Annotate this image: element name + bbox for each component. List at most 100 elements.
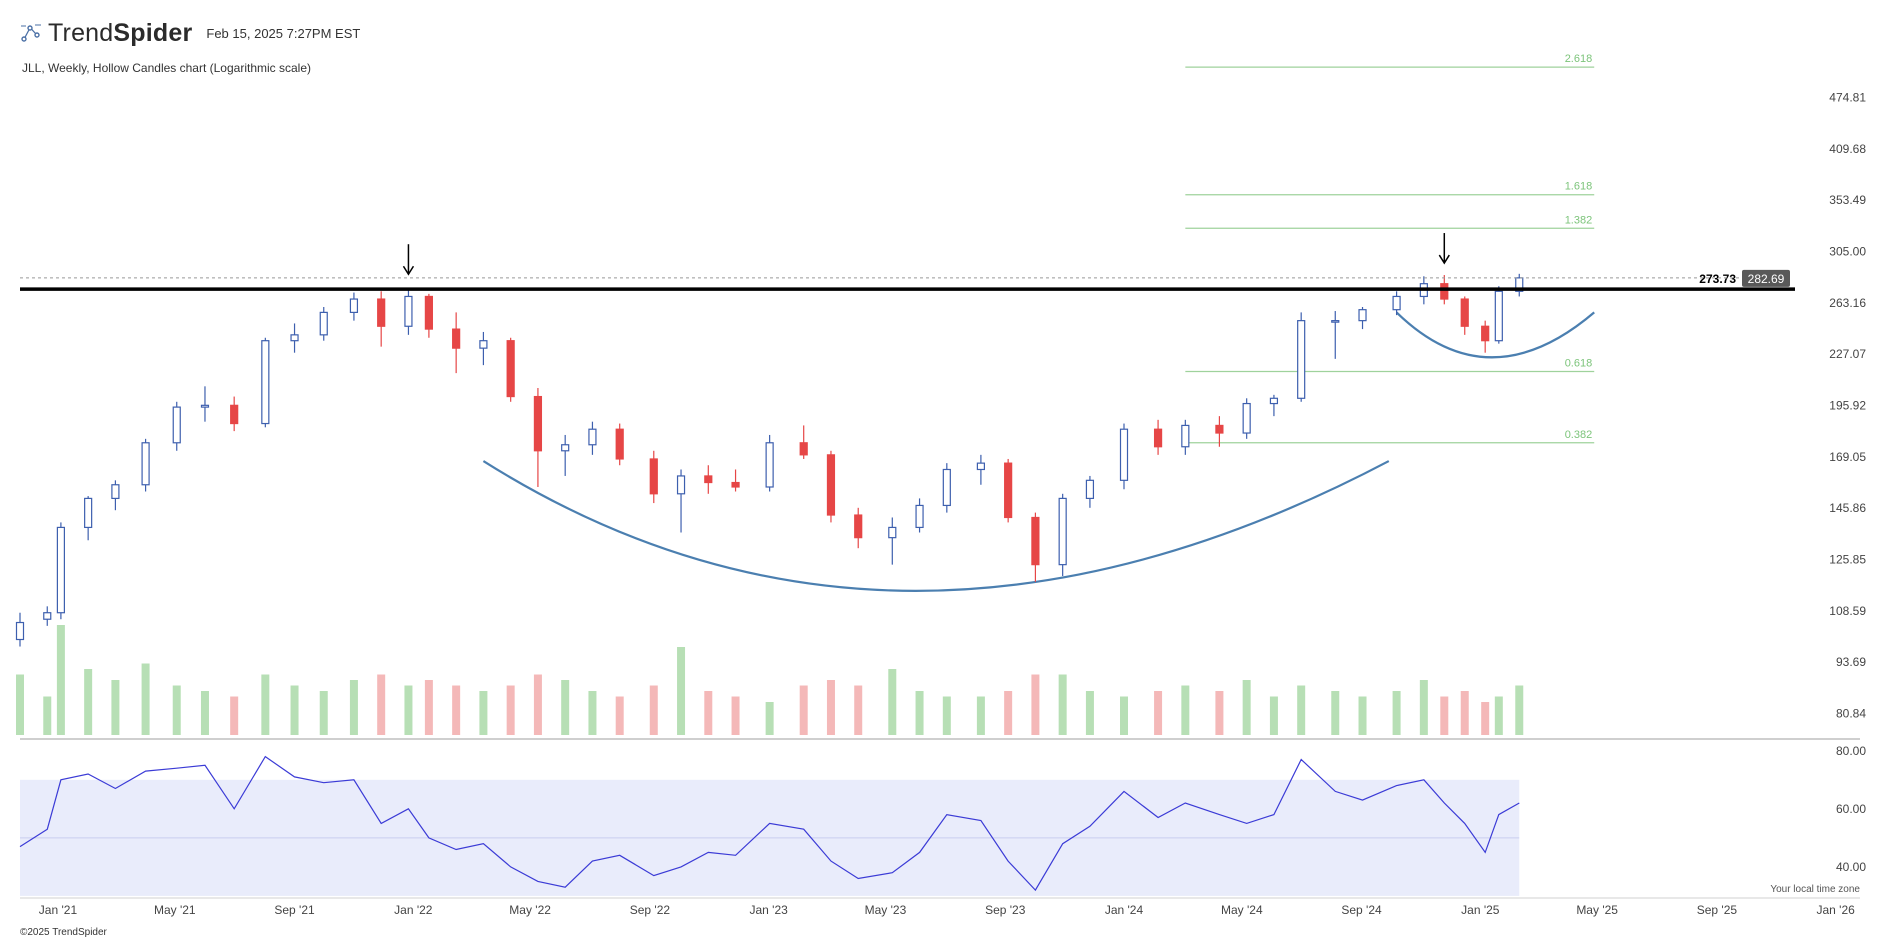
candle-up (588, 428, 597, 446)
x-tick-label: May '21 (154, 903, 196, 917)
down-arrow-icon (402, 265, 415, 276)
x-tick-label: Jan '22 (394, 903, 433, 917)
volume-bar (826, 680, 835, 735)
volume-bar (1460, 691, 1469, 735)
trendspider-logo-icon (21, 24, 41, 42)
candle-up (942, 468, 951, 507)
volume-bar (677, 647, 686, 735)
candle-down (1004, 462, 1013, 519)
candle-down (704, 475, 713, 484)
x-tick-label: May '24 (1221, 903, 1263, 917)
candle-up (111, 484, 120, 500)
price-tick-label: 145.86 (1829, 501, 1866, 515)
x-tick-label: Sep '21 (274, 903, 315, 917)
rsi-line (19, 755, 1520, 892)
candle-up (261, 340, 270, 425)
cup-arc (482, 460, 1390, 592)
price-tick-label: 169.05 (1829, 450, 1866, 464)
volume-bar (1154, 691, 1163, 735)
volume-bar (319, 691, 328, 735)
candle-up (1242, 402, 1251, 434)
volume-bar (141, 663, 150, 735)
candle-down (1153, 428, 1163, 448)
candle-up (915, 504, 924, 529)
candle-down (1460, 298, 1469, 327)
volume-bar (200, 691, 209, 735)
volume-bar (1297, 685, 1306, 735)
volume-bar (1392, 691, 1401, 735)
volume-bar (1181, 685, 1190, 735)
fib-level-label: 2.618 (1565, 53, 1593, 65)
candle-up (1058, 497, 1067, 566)
volume-bar (424, 680, 433, 735)
candle-down (649, 458, 658, 495)
candle-up (56, 526, 65, 614)
volume-bar (1481, 702, 1490, 735)
price-tick-label: 409.68 (1829, 142, 1866, 156)
volume-bar (84, 669, 93, 735)
timezone-note: Your local time zone (1770, 884, 1860, 895)
price-tick-label: 263.16 (1829, 296, 1866, 310)
volume-bar (942, 696, 951, 735)
volume-bar (43, 696, 52, 735)
price-tick-label: 108.59 (1829, 604, 1866, 618)
volume-bar (915, 691, 924, 735)
x-tick-label: Sep '23 (985, 903, 1026, 917)
last-price-label: 282.69 (1748, 272, 1785, 286)
brand-name: TrendSpider (48, 18, 193, 47)
volume-bar (1120, 696, 1128, 735)
volume-bar (588, 691, 597, 735)
candle-up (349, 298, 359, 313)
candle-down (452, 328, 461, 349)
price-tick-label: 353.49 (1829, 193, 1866, 207)
x-tick-label: May '22 (509, 903, 551, 917)
resistance-label: 273.73 (1699, 272, 1736, 286)
candle-down (1440, 283, 1449, 300)
candle-down (1215, 424, 1224, 434)
candle-down (230, 404, 239, 425)
volume-bar (533, 674, 542, 735)
volume-bar (1494, 696, 1503, 735)
volume-bar (1085, 691, 1094, 735)
volume-bar (615, 696, 624, 735)
fib-level-label: 1.618 (1565, 181, 1593, 193)
candle-up (479, 340, 488, 349)
candle-down (615, 428, 624, 460)
candle-up (404, 295, 413, 327)
candle-up (561, 444, 570, 452)
x-tick-label: Jan '24 (1105, 903, 1144, 917)
volume-bar (1031, 674, 1040, 735)
candle-down (799, 442, 808, 456)
fib-level-label: 0.382 (1565, 429, 1593, 441)
volume-bar (976, 696, 985, 735)
candle-up (1269, 397, 1279, 405)
x-tick-label: Sep '24 (1341, 903, 1382, 917)
volume-bar (1331, 691, 1340, 735)
volume-bar (1269, 696, 1278, 735)
volume-bar (1440, 696, 1449, 735)
x-tick-label: Jan '23 (749, 903, 788, 917)
candle-down (377, 298, 386, 327)
price-tick-label: 227.07 (1829, 347, 1866, 361)
candle-down (1031, 516, 1040, 566)
candle-up (15, 621, 25, 641)
candle-up (888, 526, 897, 539)
volume-bar (404, 685, 413, 735)
x-tick-label: Jan '25 (1461, 903, 1500, 917)
volume-bar (1419, 680, 1428, 735)
candle-up (1358, 309, 1367, 322)
last-price-tag (1742, 269, 1790, 287)
rsi-tick-label: 40.00 (1836, 860, 1866, 874)
volume-bar (377, 674, 386, 735)
candle-up (1085, 479, 1095, 500)
volume-bar (261, 674, 270, 735)
candle-up (676, 475, 686, 495)
price-tick-label: 474.81 (1829, 90, 1866, 104)
volume-bar (704, 691, 713, 735)
price-tick-label: 195.92 (1829, 398, 1866, 412)
volume-bar (765, 702, 774, 735)
volume-bar (1358, 696, 1367, 735)
x-tick-label: May '23 (865, 903, 907, 917)
candle-up (1392, 295, 1401, 311)
